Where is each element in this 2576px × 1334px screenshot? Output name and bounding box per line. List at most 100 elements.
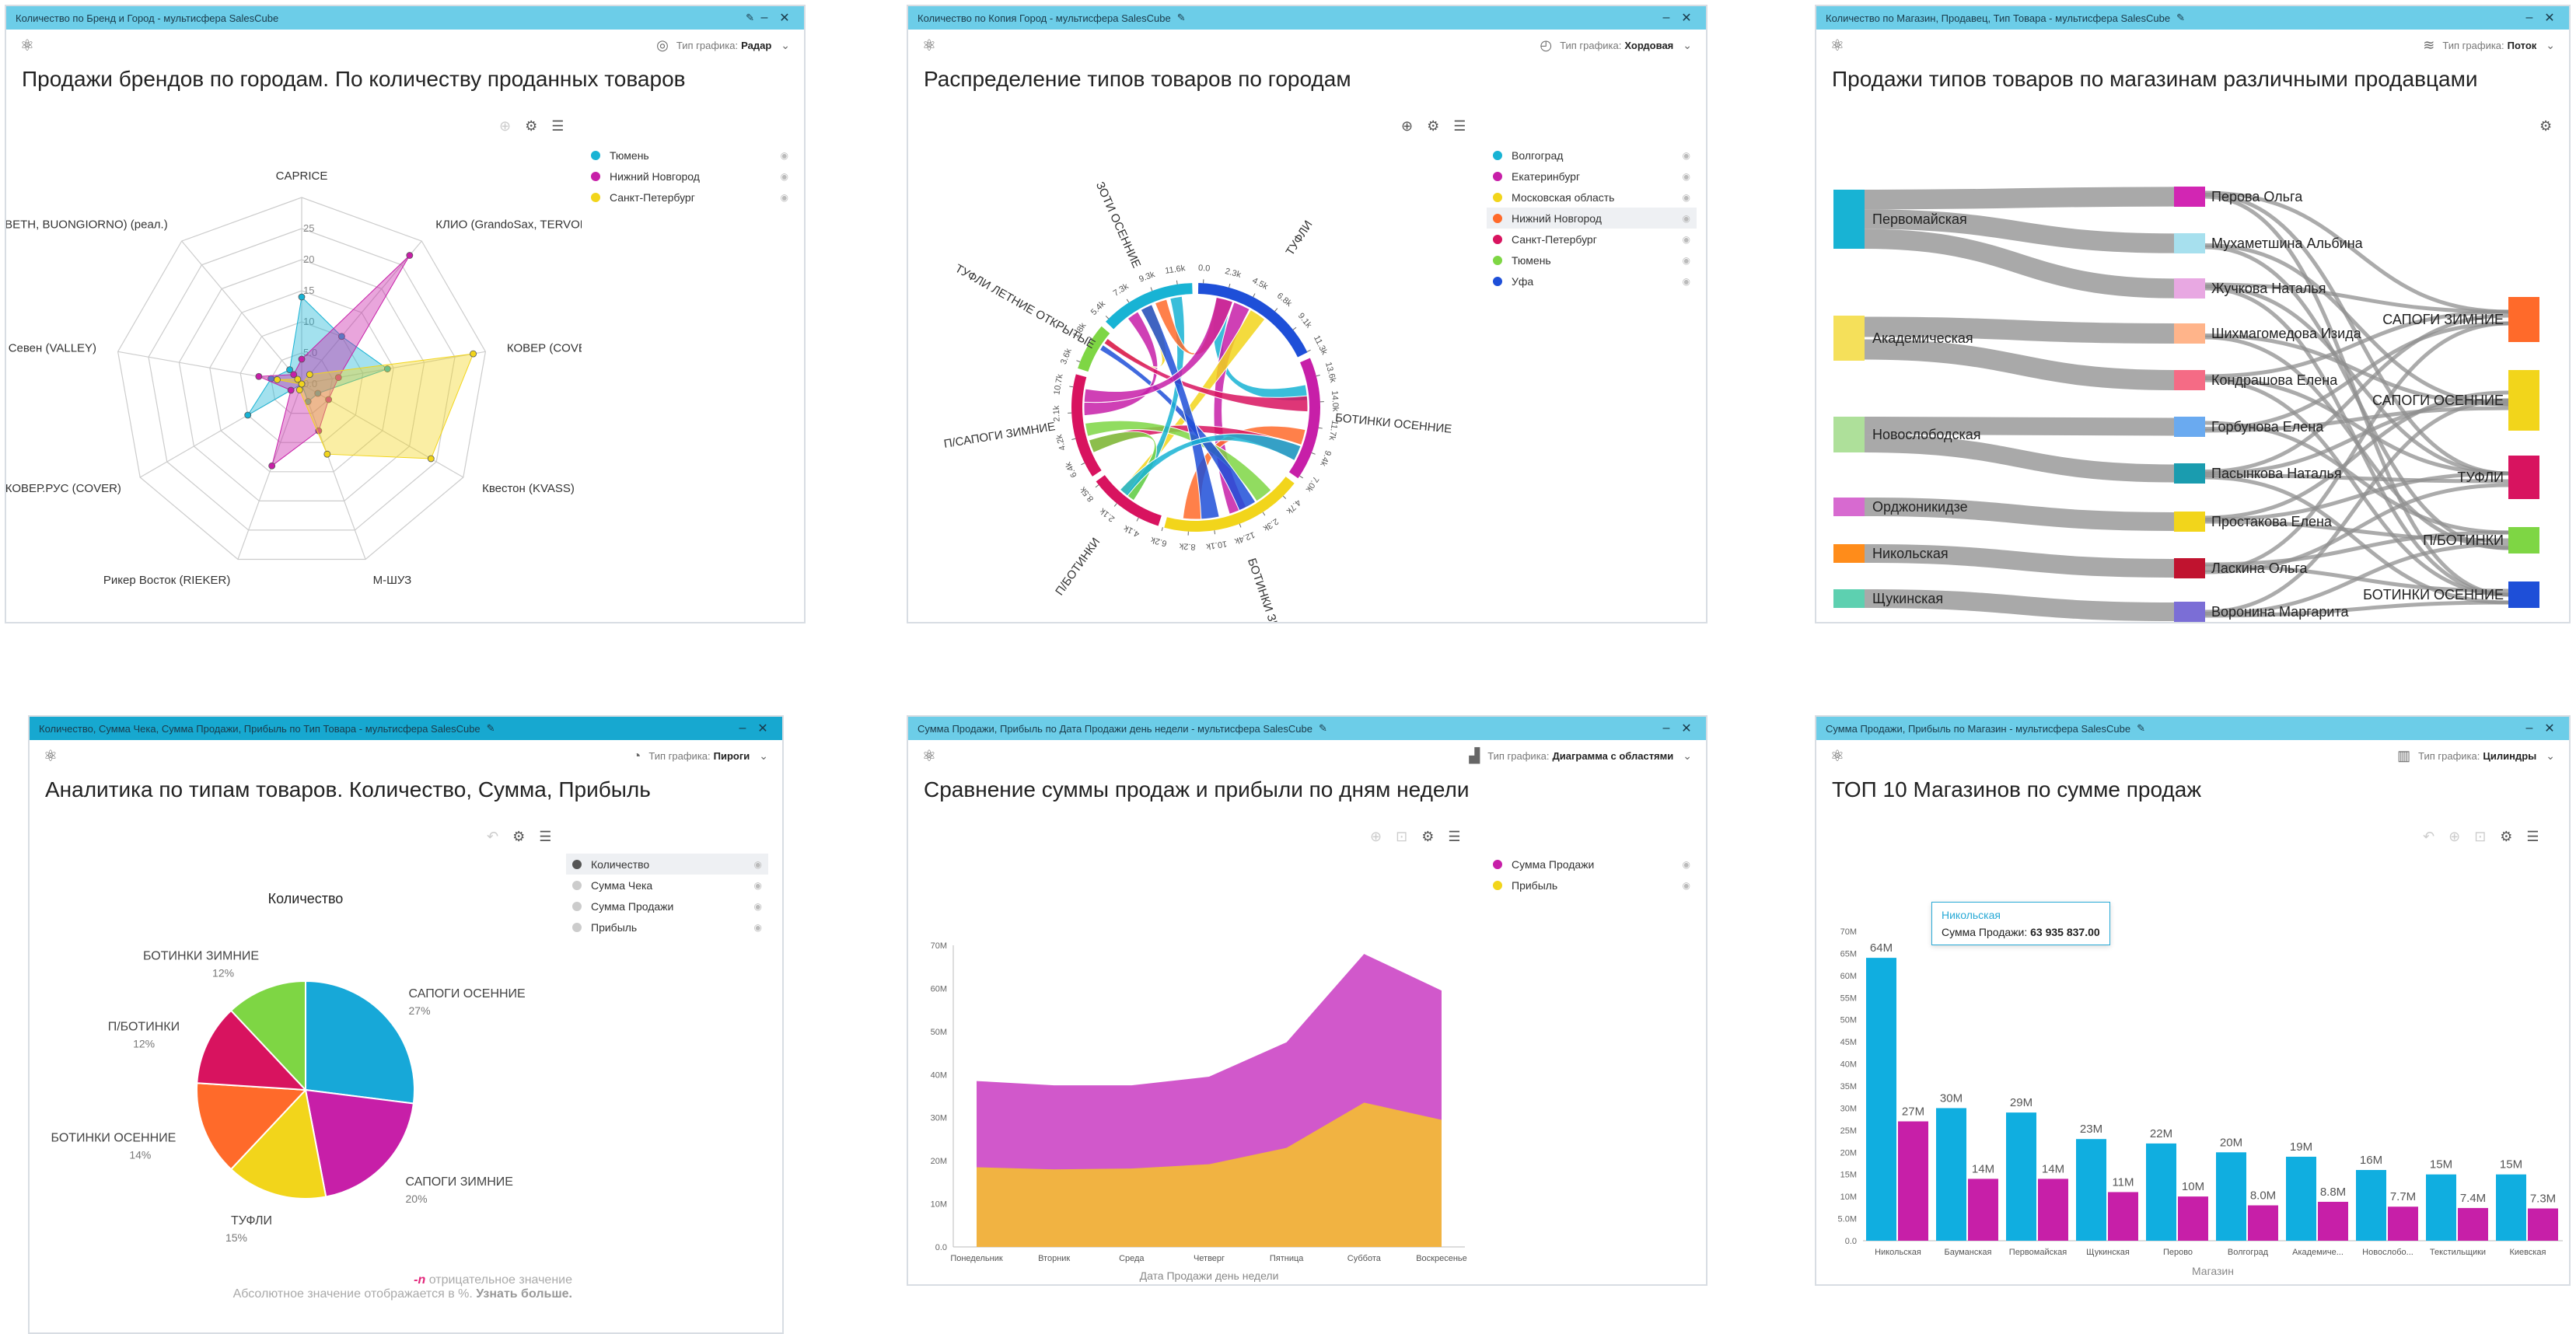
chart-type-select[interactable]: Поток	[2508, 40, 2537, 51]
close-button[interactable]: ✕	[1676, 10, 1697, 26]
flow-chart-icon[interactable]: ≋	[2423, 37, 2434, 54]
radar-chart-icon[interactable]: ◎	[656, 37, 669, 54]
chevron-down-icon[interactable]: ⌄	[759, 749, 768, 763]
eye-icon[interactable]: ◉	[754, 880, 762, 891]
legend-item[interactable]: Уфа◉	[1487, 271, 1697, 292]
bar-chart-icon[interactable]: ▥	[2397, 748, 2410, 764]
minimize-button[interactable]: –	[754, 11, 774, 25]
legend-item[interactable]: Санкт-Петербург◉	[585, 187, 795, 208]
chevron-down-icon[interactable]: ⌄	[1683, 749, 1692, 763]
settings-gear-icon[interactable]: ⚙	[525, 118, 537, 134]
legend-list-icon[interactable]: ☰	[2526, 829, 2539, 845]
chevron-down-icon[interactable]: ⌄	[781, 39, 790, 52]
chord-tick	[1137, 518, 1138, 521]
eye-icon[interactable]: ◉	[781, 192, 788, 203]
settings-gear-icon[interactable]: ⚙	[512, 829, 525, 845]
settings-gear-icon[interactable]: ⚙	[1421, 829, 1434, 845]
eye-icon[interactable]: ◉	[781, 171, 788, 182]
legend-item[interactable]: Тюмень◉	[585, 145, 795, 166]
undo-icon[interactable]: ↶	[2423, 829, 2434, 845]
legend-item[interactable]: Тюмень◉	[1487, 250, 1697, 271]
minimize-button[interactable]: –	[2519, 721, 2539, 735]
legend-item[interactable]: Сумма Продажи◉	[566, 896, 768, 917]
chart-type-select[interactable]: Радар	[741, 40, 771, 51]
salescube-logo-icon: ⚛	[922, 746, 936, 766]
pie-chart-icon[interactable]: ◔	[633, 748, 641, 764]
widget-titlebar[interactable]: Сумма Продажи, Прибыль по Дата Продажи д…	[908, 717, 1706, 740]
learn-more-link[interactable]: Узнать больше.	[476, 1287, 572, 1301]
zoom-icon[interactable]: ⊕	[499, 118, 511, 134]
eye-icon[interactable]: ◉	[754, 901, 762, 912]
eye-icon[interactable]: ◉	[781, 150, 788, 161]
legend-list-icon[interactable]: ☰	[551, 118, 564, 134]
eye-icon[interactable]: ◉	[1683, 150, 1690, 161]
eye-icon[interactable]: ◉	[754, 922, 762, 933]
close-button[interactable]: ✕	[1676, 721, 1697, 736]
chart-type-select[interactable]: Диаграмма с областями	[1553, 750, 1674, 762]
widget-titlebar[interactable]: Количество по Бренд и Город - мультисфер…	[6, 6, 804, 30]
legend-list-icon[interactable]: ☰	[1448, 829, 1460, 845]
edit-title-icon[interactable]: ✎	[1319, 722, 1327, 735]
settings-gear-icon[interactable]: ⚙	[2500, 829, 2512, 845]
minimize-button[interactable]: –	[1656, 721, 1676, 735]
widget-titlebar[interactable]: Количество по Магазин, Продавец, Тип Тов…	[1816, 6, 2569, 30]
eye-icon[interactable]: ◉	[1683, 255, 1690, 266]
chord-tick-label: 10.7k	[1052, 373, 1064, 396]
widget-titlebar[interactable]: Сумма Продажи, Прибыль по Магазин - муль…	[1816, 717, 2569, 740]
close-button[interactable]: ✕	[2539, 721, 2560, 736]
edit-title-icon[interactable]: ✎	[487, 722, 495, 735]
legend-item[interactable]: Волгоград◉	[1487, 145, 1697, 166]
legend-item[interactable]: Сумма Продажи◉	[1487, 854, 1697, 875]
legend-item[interactable]: Екатеринбург◉	[1487, 166, 1697, 187]
edit-title-icon[interactable]: ✎	[1177, 12, 1186, 24]
area-chart-icon[interactable]: ▟	[1469, 748, 1480, 764]
eye-icon[interactable]: ◉	[754, 859, 762, 870]
close-button[interactable]: ✕	[2539, 10, 2560, 26]
sankey-source-node	[1833, 316, 1865, 361]
chord-chart-icon[interactable]: ◴	[1540, 37, 1552, 54]
zoom-icon[interactable]: ⊕	[1401, 118, 1413, 134]
legend-item[interactable]: Санкт-Петербург◉	[1487, 229, 1697, 250]
legend-list-icon[interactable]: ☰	[539, 829, 551, 845]
legend-item[interactable]: Сумма Чека◉	[566, 875, 768, 896]
bar	[2146, 1144, 2176, 1241]
legend-list-icon[interactable]: ☰	[1453, 118, 1466, 134]
eye-icon[interactable]: ◉	[1683, 192, 1690, 203]
zoom-reset-icon[interactable]: ⊡	[1396, 829, 1407, 845]
chart-type-select[interactable]: Пироги	[714, 750, 750, 762]
chart-type-select[interactable]: Хордовая	[1624, 40, 1673, 51]
legend-item[interactable]: Нижний Новгород◉	[585, 166, 795, 187]
settings-gear-icon[interactable]: ⚙	[2539, 118, 2552, 134]
eye-icon[interactable]: ◉	[1683, 859, 1690, 870]
widget-titlebar[interactable]: Количество, Сумма Чека, Сумма Продажи, П…	[30, 717, 782, 740]
chevron-down-icon[interactable]: ⌄	[1683, 39, 1692, 52]
zoom-reset-icon[interactable]: ⊡	[2474, 829, 2486, 845]
minimize-button[interactable]: –	[732, 721, 753, 735]
zoom-icon[interactable]: ⊕	[1370, 829, 1382, 845]
legend-item[interactable]: Нижний Новгород◉	[1487, 208, 1697, 229]
minimize-button[interactable]: –	[2519, 11, 2539, 25]
legend-item[interactable]: Количество◉	[566, 854, 768, 875]
undo-icon[interactable]: ↶	[487, 829, 498, 845]
eye-icon[interactable]: ◉	[1683, 234, 1690, 245]
eye-icon[interactable]: ◉	[1683, 276, 1690, 287]
close-button[interactable]: ✕	[753, 721, 773, 736]
chevron-down-icon[interactable]: ⌄	[2546, 749, 2555, 763]
widget-titlebar[interactable]: Количество по Копия Город - мультисфера …	[908, 6, 1706, 30]
edit-title-icon[interactable]: ✎	[2137, 722, 2145, 735]
legend-item[interactable]: Прибыль◉	[1487, 875, 1697, 896]
eye-icon[interactable]: ◉	[1683, 880, 1690, 891]
chart-type-select[interactable]: Цилиндры	[2483, 750, 2536, 762]
legend-item[interactable]: Московская область◉	[1487, 187, 1697, 208]
close-button[interactable]: ✕	[774, 10, 795, 26]
eye-icon[interactable]: ◉	[1683, 213, 1690, 224]
settings-gear-icon[interactable]: ⚙	[1427, 118, 1439, 134]
minimize-button[interactable]: –	[1656, 11, 1676, 25]
legend-item[interactable]: Прибыль◉	[566, 917, 768, 938]
y-tick-label: 55M	[1840, 994, 1857, 1003]
chevron-down-icon[interactable]: ⌄	[2546, 39, 2555, 52]
edit-title-icon[interactable]: ✎	[2176, 12, 2185, 24]
zoom-icon[interactable]: ⊕	[2448, 829, 2460, 845]
edit-title-icon[interactable]: ✎	[746, 12, 754, 24]
eye-icon[interactable]: ◉	[1683, 171, 1690, 182]
